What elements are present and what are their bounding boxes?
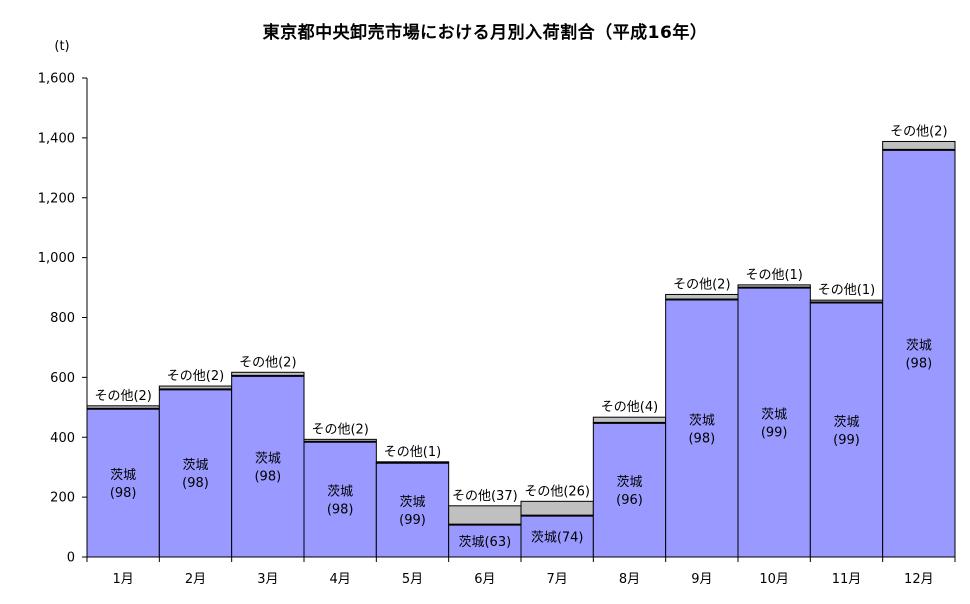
bar-data-label: 茨城 <box>327 484 353 499</box>
other-data-label: その他(4) <box>601 400 658 415</box>
x-tick-label: 9月 <box>691 572 712 587</box>
bar-data-label: 茨城 <box>833 415 859 430</box>
bar-data-label: 茨城(74) <box>531 530 584 545</box>
bar-other[interactable] <box>448 505 522 526</box>
bar-share-label: (99) <box>833 433 860 448</box>
bar-share-label: (98) <box>110 486 137 501</box>
y-tick-label: 600 <box>50 371 75 386</box>
other-data-label: その他(2) <box>239 355 296 370</box>
x-tick-label: 10月 <box>759 572 789 587</box>
label-layer: 茨城 (98) その他(2) 茨城 (98) その他(2) 茨城 (98) その他(2) 茨城 (9… <box>94 124 947 549</box>
y-tick-label: 400 <box>50 431 75 446</box>
y-axis-unit-label: (t) <box>54 39 69 54</box>
other-data-label: その他(1) <box>818 283 875 298</box>
y-tick-label: 200 <box>50 491 75 506</box>
y-tick-label: 1,200 <box>38 191 75 206</box>
x-tick-label: 2月 <box>185 572 206 587</box>
bar-other[interactable] <box>882 140 956 151</box>
bar-data-label: 茨城(63) <box>458 535 511 550</box>
y-tick-label: 0 <box>67 551 75 566</box>
bar-other[interactable] <box>520 500 594 517</box>
bar-share-label: (98) <box>254 469 281 484</box>
bar-data-label: 茨城 <box>182 458 208 473</box>
bar-data-label: 茨城 <box>399 495 425 510</box>
bar-data-label: 茨城 <box>255 451 281 466</box>
axis-layer: 0 200 400 600 800 1,000 1,200 1,400 1,600 1月 2月 3月 4… <box>38 72 956 587</box>
y-tick-label: 1,600 <box>38 72 75 87</box>
x-tick-label: 7月 <box>547 572 568 587</box>
other-data-label: その他(26) <box>524 484 590 499</box>
bar-data-label: 茨城 <box>761 407 787 422</box>
bar-ibaraki[interactable] <box>737 287 811 558</box>
bar-ibaraki[interactable] <box>882 149 956 558</box>
x-tick-label: 4月 <box>330 572 351 587</box>
bar-data-label: 茨城 <box>110 468 136 483</box>
bar-data-label: 茨城 <box>906 338 932 353</box>
bar-ibaraki[interactable] <box>86 408 160 558</box>
other-data-label: その他(2) <box>890 124 947 139</box>
bar-share-label: (96) <box>616 493 643 508</box>
x-tick-label: 1月 <box>113 572 134 587</box>
x-tick-label: 11月 <box>832 572 862 587</box>
other-data-label: その他(37) <box>452 489 518 504</box>
bar-ibaraki[interactable] <box>665 299 739 558</box>
bar-data-label: 茨城 <box>616 475 642 490</box>
bar-ibaraki[interactable] <box>303 441 377 558</box>
other-data-label: その他(2) <box>167 369 224 384</box>
other-data-label: その他(1) <box>384 445 441 460</box>
x-tick-label: 3月 <box>257 572 278 587</box>
other-data-label: その他(2) <box>311 422 368 437</box>
y-tick-label: 800 <box>50 311 75 326</box>
x-tick-label: 5月 <box>402 572 423 587</box>
bar-ibaraki[interactable] <box>592 422 667 558</box>
bar-layer <box>86 140 956 558</box>
other-data-label: その他(2) <box>94 389 151 404</box>
bar-ibaraki[interactable] <box>809 302 884 558</box>
x-tick-label: 6月 <box>474 572 495 587</box>
y-tick-label: 1,000 <box>38 251 75 266</box>
bar-share-label: (99) <box>761 425 788 440</box>
bar-share-label: (98) <box>182 476 209 491</box>
bar-share-label: (98) <box>327 502 354 517</box>
chart-title: 東京都中央卸売市場における月別入荷割合（平成16年） <box>262 23 708 43</box>
bar-ibaraki[interactable] <box>375 462 450 558</box>
bar-share-label: (99) <box>399 513 426 528</box>
bar-share-label: (98) <box>905 356 932 371</box>
x-tick-label: 12月 <box>904 572 934 587</box>
other-data-label: その他(2) <box>673 277 730 292</box>
y-tick-label: 1,400 <box>38 131 75 146</box>
bar-data-label: 茨城 <box>689 413 715 428</box>
x-tick-label: 8月 <box>619 572 640 587</box>
bar-share-label: (98) <box>688 431 715 446</box>
other-data-label: その他(1) <box>745 268 802 283</box>
